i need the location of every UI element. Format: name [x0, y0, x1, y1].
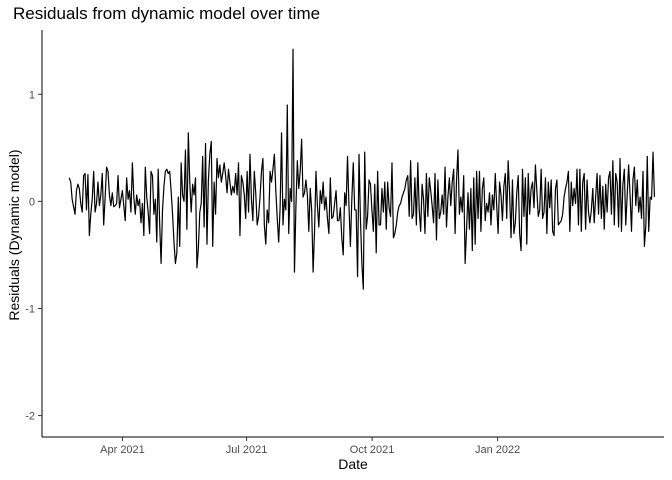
x-axis-title: Date [338, 456, 368, 472]
y-axis-ticks: -2 -1 0 1 [25, 89, 42, 423]
y-tick-label: 1 [29, 89, 35, 101]
y-axis-title: Residuals (Dynamic model) [6, 149, 22, 321]
y-tick-label: 0 [29, 196, 35, 208]
axes [41, 30, 664, 438]
series-line-residuals [68, 48, 656, 290]
y-tick-label: -1 [25, 303, 35, 315]
y-tick-label: -2 [25, 411, 35, 423]
x-tick-label: Jul 2021 [226, 444, 268, 456]
chart-title: Residuals from dynamic model over time [13, 4, 321, 23]
x-tick-label: Apr 2021 [100, 444, 145, 456]
x-axis-ticks: Apr 2021 Jul 2021 Oct 2021 Jan 2022 [100, 437, 520, 456]
x-tick-label: Oct 2021 [350, 444, 395, 456]
x-tick-label: Jan 2022 [475, 444, 520, 456]
